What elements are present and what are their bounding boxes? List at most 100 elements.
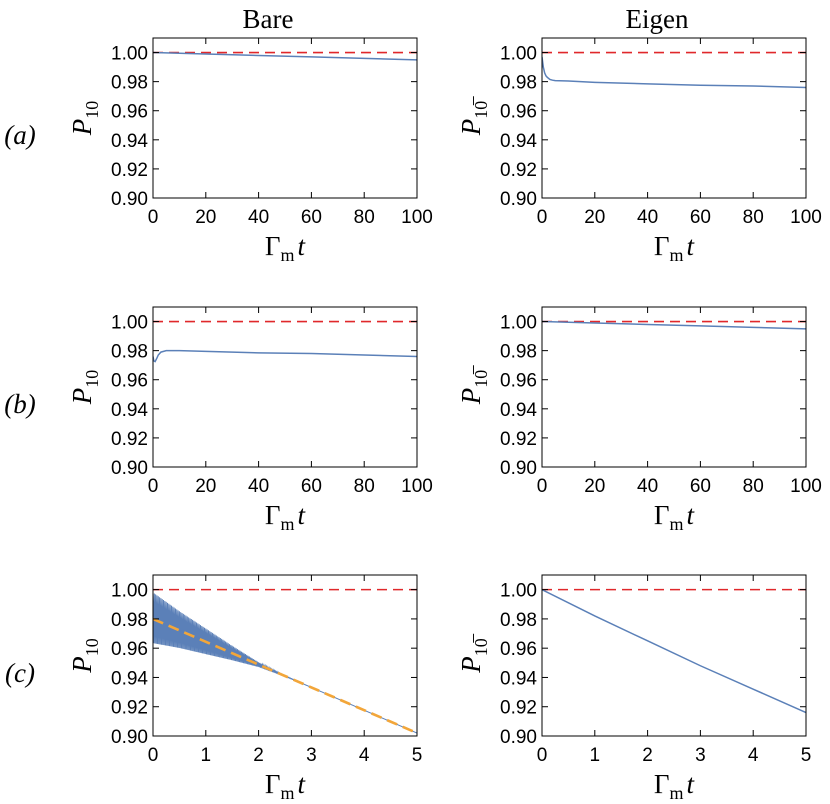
x-tick-label: 100 <box>401 207 433 228</box>
x-tick-label: 60 <box>301 476 322 497</box>
x-tick-label: 80 <box>743 476 764 497</box>
y-tick-label: 0.90 <box>500 727 537 748</box>
y-tick-label: 0.90 <box>111 727 148 748</box>
y-tick-label: 0.96 <box>111 371 148 392</box>
x-tick-label: 80 <box>743 207 764 228</box>
y-axis-label: P10 <box>67 101 102 137</box>
x-tick-label: 20 <box>584 476 605 497</box>
y-tick-label: 0.98 <box>500 73 537 94</box>
y-tick-label: 0.98 <box>111 342 148 363</box>
y-tick-label: 1.00 <box>500 44 537 65</box>
y-tick-label: 0.94 <box>500 668 537 689</box>
panel-6: 0 1 2 3 4 5 0.90 0.92 0.94 0.96 0.98 1.00 Γm t P10̅ <box>456 574 812 803</box>
plot-frame <box>152 37 418 199</box>
x-tick-label: 4 <box>748 745 759 766</box>
panel-2: 0 20 40 60 80 100 0.90 0.92 0.94 0.96 0.98 1.00 Γm t P… <box>456 37 822 265</box>
x-tick-label: 100 <box>790 207 822 228</box>
x-tick-label: 60 <box>690 207 711 228</box>
row-label-c: (c) <box>5 658 35 688</box>
y-axis-label: P10̅ <box>456 633 491 674</box>
row-label-b: (b) <box>4 389 35 419</box>
y-tick-label: 0.90 <box>111 189 148 210</box>
plot-frame <box>541 574 807 737</box>
y-tick-label: 0.98 <box>500 610 537 631</box>
x-tick-label: 80 <box>354 207 375 228</box>
x-tick-label: 2 <box>642 745 653 766</box>
series-oscillating <box>153 592 417 734</box>
x-tick-label: 80 <box>354 476 375 497</box>
y-axis-label: P10 <box>67 370 102 406</box>
x-axis-label: Γm t <box>654 769 696 803</box>
y-tick-label: 0.98 <box>111 610 148 631</box>
column-title-bare: Bare <box>243 4 294 34</box>
x-tick-label: 20 <box>195 476 216 497</box>
series-line <box>153 51 417 61</box>
x-tick-label: 2 <box>253 745 264 766</box>
plot-frame <box>152 574 418 737</box>
panel-1: 0 20 40 60 80 100 0.90 0.92 0.94 0.96 0.98 1.00 Γm t P… <box>67 37 433 265</box>
x-tick-label: 100 <box>790 476 822 497</box>
x-tick-label: 20 <box>584 207 605 228</box>
y-tick-label: 0.94 <box>111 668 148 689</box>
x-axis-label: Γm t <box>654 231 696 265</box>
plot-area <box>153 349 417 363</box>
y-tick-label: 0.92 <box>500 698 537 719</box>
panel-4: 0 20 40 60 80 100 0.90 0.92 0.94 0.96 0.98 1.00 Γm t P… <box>456 306 822 534</box>
series-line <box>542 588 806 714</box>
y-tick-label: 1.00 <box>500 581 537 602</box>
plot-area <box>153 592 417 735</box>
x-tick-label: 0 <box>537 745 548 766</box>
plot-frame <box>152 306 418 468</box>
y-tick-label: 0.92 <box>111 429 148 450</box>
x-tick-label: 5 <box>801 745 812 766</box>
y-tick-label: 1.00 <box>111 44 148 65</box>
y-tick-label: 0.94 <box>500 400 537 421</box>
column-title-eigen: Eigen <box>626 4 689 34</box>
panel-3: 0 20 40 60 80 100 0.90 0.92 0.94 0.96 0.98 1.00 Γm t P… <box>67 306 433 534</box>
y-tick-label: 0.94 <box>500 131 537 152</box>
y-axis-label: P10̅ <box>456 365 491 406</box>
plot-frame <box>541 306 807 468</box>
panel-5: 0 1 2 3 4 5 0.90 0.92 0.94 0.96 0.98 1.00 Γm t P10 <box>67 574 423 803</box>
x-tick-label: 40 <box>248 207 269 228</box>
y-tick-label: 0.96 <box>500 102 537 123</box>
series-fit-dashed <box>153 617 417 735</box>
x-axis-label: Γm t <box>265 769 307 803</box>
plot-area <box>542 320 806 330</box>
x-tick-label: 1 <box>590 745 601 766</box>
y-tick-label: 0.92 <box>111 698 148 719</box>
x-tick-label: 60 <box>301 207 322 228</box>
x-axis-label: Γm t <box>265 500 307 534</box>
y-tick-label: 0.96 <box>500 639 537 660</box>
y-tick-label: 0.90 <box>111 458 148 479</box>
y-tick-label: 0.90 <box>500 458 537 479</box>
row-label-a: (a) <box>4 120 35 150</box>
y-tick-label: 0.92 <box>111 160 148 181</box>
x-tick-label: 1 <box>201 745 212 766</box>
x-tick-label: 4 <box>359 745 370 766</box>
y-tick-label: 0.94 <box>111 131 148 152</box>
y-axis-label: P10 <box>67 638 102 674</box>
y-tick-label: 1.00 <box>111 313 148 334</box>
y-tick-label: 0.92 <box>500 429 537 450</box>
x-tick-label: 5 <box>412 745 423 766</box>
y-tick-label: 0.94 <box>111 400 148 421</box>
y-tick-label: 0.96 <box>111 102 148 123</box>
x-tick-label: 60 <box>690 476 711 497</box>
series-line <box>542 320 806 330</box>
y-tick-label: 1.00 <box>111 581 148 602</box>
y-tick-label: 0.98 <box>500 342 537 363</box>
x-tick-label: 20 <box>195 207 216 228</box>
plot-area <box>153 51 417 61</box>
x-tick-label: 40 <box>637 207 658 228</box>
x-tick-label: 0 <box>537 476 548 497</box>
plot-area <box>542 588 806 714</box>
x-axis-label: Γm t <box>654 500 696 534</box>
x-tick-label: 0 <box>148 207 159 228</box>
y-tick-label: 0.98 <box>111 73 148 94</box>
x-tick-label: 40 <box>637 476 658 497</box>
x-axis-label: Γm t <box>265 231 307 265</box>
x-tick-label: 0 <box>148 745 159 766</box>
plot-frame <box>541 37 807 199</box>
y-tick-label: 0.96 <box>111 639 148 660</box>
